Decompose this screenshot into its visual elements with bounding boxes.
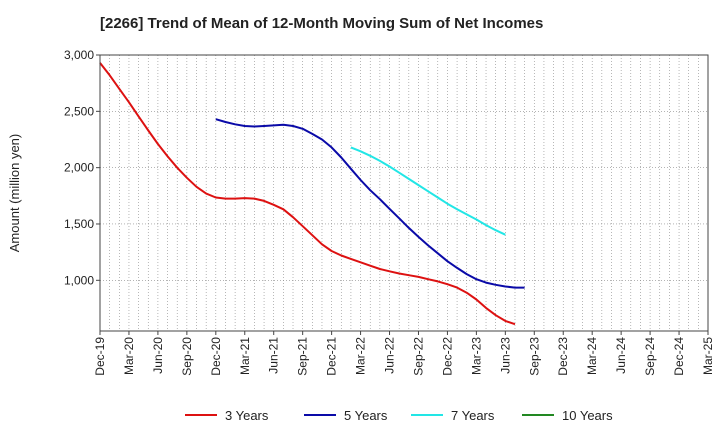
x-tick-label: Mar-21 <box>238 337 252 375</box>
x-tick-label: Mar-22 <box>354 337 368 375</box>
y-tick-label: 3,000 <box>64 48 94 62</box>
y-tick-label: 1,500 <box>64 217 94 231</box>
x-axis-ticks: Dec-19 Mar-20 Jun-20 Sep-20 Dec-20 Mar-21 Jun-… <box>93 331 715 376</box>
x-tick-label: Jun-23 <box>498 337 512 374</box>
grid-lines <box>100 54 708 331</box>
x-tick-label: Dec-19 <box>93 337 107 376</box>
x-tick-label: Dec-24 <box>672 337 686 376</box>
series-line-5-years <box>215 118 525 289</box>
series-lines <box>99 62 525 326</box>
series-line-7-years <box>350 146 506 236</box>
x-tick-label: Dec-20 <box>209 337 223 376</box>
legend-label-10-years: 10 Years <box>562 408 613 423</box>
series-line-3-years <box>99 62 516 326</box>
x-tick-label: Dec-22 <box>440 337 454 376</box>
legend: 3 Years 5 Years 7 Years 10 Years <box>185 408 613 423</box>
legend-label-3-years: 3 Years <box>225 408 269 423</box>
y-axis-ticks: 1,000 1,500 2,000 2,500 3,000 <box>64 48 100 287</box>
y-tick-label: 1,000 <box>64 273 94 287</box>
legend-label-5-years: 5 Years <box>344 408 388 423</box>
x-tick-label: Mar-23 <box>469 337 483 375</box>
chart-title: [2266] Trend of Mean of 12-Month Moving … <box>100 15 544 32</box>
y-axis-label: Amount (million yen) <box>7 134 22 253</box>
x-tick-label: Dec-23 <box>556 337 570 376</box>
x-tick-label: Mar-25 <box>701 337 715 375</box>
x-tick-label: Jun-21 <box>267 337 281 374</box>
plot-frame <box>99 54 709 332</box>
x-tick-label: Mar-20 <box>122 337 136 375</box>
x-tick-label: Jun-22 <box>383 337 397 374</box>
x-tick-label: Sep-21 <box>296 337 310 376</box>
x-tick-label: Jun-20 <box>151 337 165 374</box>
x-tick-label: Sep-24 <box>643 337 657 376</box>
y-tick-label: 2,000 <box>64 161 94 175</box>
y-tick-label: 2,500 <box>64 104 94 118</box>
legend-label-7-years: 7 Years <box>451 408 495 423</box>
x-tick-label: Mar-24 <box>585 337 599 375</box>
x-tick-label: Jun-24 <box>614 337 628 374</box>
x-tick-label: Dec-21 <box>325 337 339 376</box>
x-tick-label: Sep-22 <box>411 337 425 376</box>
x-tick-label: Sep-20 <box>180 337 194 376</box>
x-tick-label: Sep-23 <box>527 337 541 376</box>
